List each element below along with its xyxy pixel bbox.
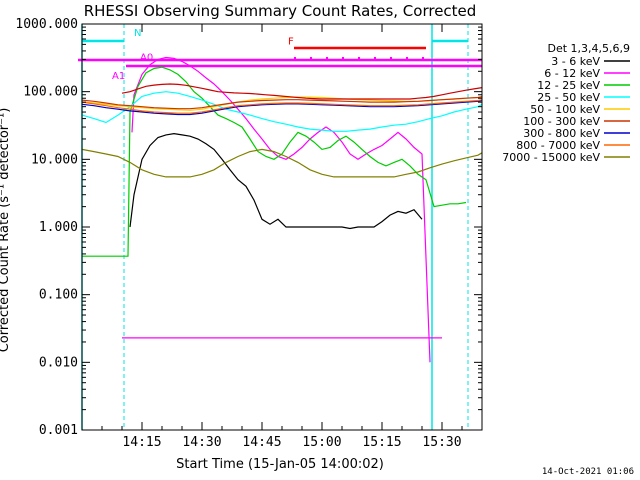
saa-dot bbox=[310, 57, 312, 59]
x-tick-label: 14:15 bbox=[122, 435, 161, 450]
y-tick-label: 1000.000 bbox=[15, 17, 78, 32]
y-tick-label: 0.001 bbox=[39, 423, 78, 438]
saa-dot bbox=[294, 57, 296, 59]
series-line bbox=[81, 99, 483, 116]
legend-entry-label: 6 - 12 keV bbox=[544, 67, 600, 80]
series-line bbox=[129, 132, 423, 230]
x-tick-label: 15:15 bbox=[362, 435, 401, 450]
series-line bbox=[82, 66, 467, 257]
legend-entry-label: 300 - 800 keV bbox=[523, 127, 600, 140]
legend-entry-label: 12 - 25 keV bbox=[537, 79, 600, 92]
y-axis-label: Corrected Count Rate (s⁻¹ detector⁻¹) bbox=[0, 108, 12, 353]
y-tick-label: 0.100 bbox=[39, 288, 78, 303]
saa-dot bbox=[390, 57, 392, 59]
legend-entry-label: 3 - 6 keV bbox=[551, 55, 600, 68]
series-line bbox=[81, 148, 483, 178]
y-tick-label: 1.000 bbox=[39, 220, 78, 235]
y-tick-label: 100.000 bbox=[23, 85, 78, 100]
legend-entry-label: 7000 - 15000 keV bbox=[502, 151, 600, 164]
y-tick-label: 10.000 bbox=[31, 152, 78, 167]
x-axis-label: Start Time (15-Jan-05 14:00:02) bbox=[176, 457, 384, 472]
annotation-label: F bbox=[288, 36, 294, 47]
x-tick-label: 14:45 bbox=[242, 435, 281, 450]
y-tick-label: 0.010 bbox=[39, 355, 78, 370]
series-line bbox=[81, 91, 483, 132]
series-line bbox=[81, 99, 483, 114]
plot-frame bbox=[81, 23, 483, 431]
series-line bbox=[121, 83, 483, 100]
saa-dot bbox=[342, 57, 344, 59]
saa-dot bbox=[406, 57, 408, 59]
annotation-label: A0 bbox=[140, 53, 153, 64]
legend-entry-label: 25 - 50 keV bbox=[537, 91, 600, 104]
x-tick-label: 14:30 bbox=[182, 435, 221, 450]
chart-title: RHESSI Observing Summary Count Rates, Co… bbox=[84, 2, 477, 20]
timestamp: 14-Oct-2021 01:06 bbox=[542, 467, 634, 477]
series-line bbox=[81, 96, 483, 110]
x-tick-label: 15:00 bbox=[302, 435, 341, 450]
saa-dot bbox=[422, 57, 424, 59]
saa-dot bbox=[326, 57, 328, 59]
annotation-label: A1 bbox=[112, 71, 125, 82]
x-tick-label: 15:30 bbox=[422, 435, 461, 450]
legend-entry-label: 100 - 300 keV bbox=[523, 115, 600, 128]
saa-dot bbox=[374, 57, 376, 59]
annotation-label: N bbox=[134, 28, 141, 39]
legend-title: Det 1,3,4,5,6,9 bbox=[547, 42, 630, 55]
legend-entry-label: 800 - 7000 keV bbox=[516, 139, 600, 152]
legend-entry-label: 50 - 100 keV bbox=[530, 103, 600, 116]
saa-dot bbox=[358, 57, 360, 59]
